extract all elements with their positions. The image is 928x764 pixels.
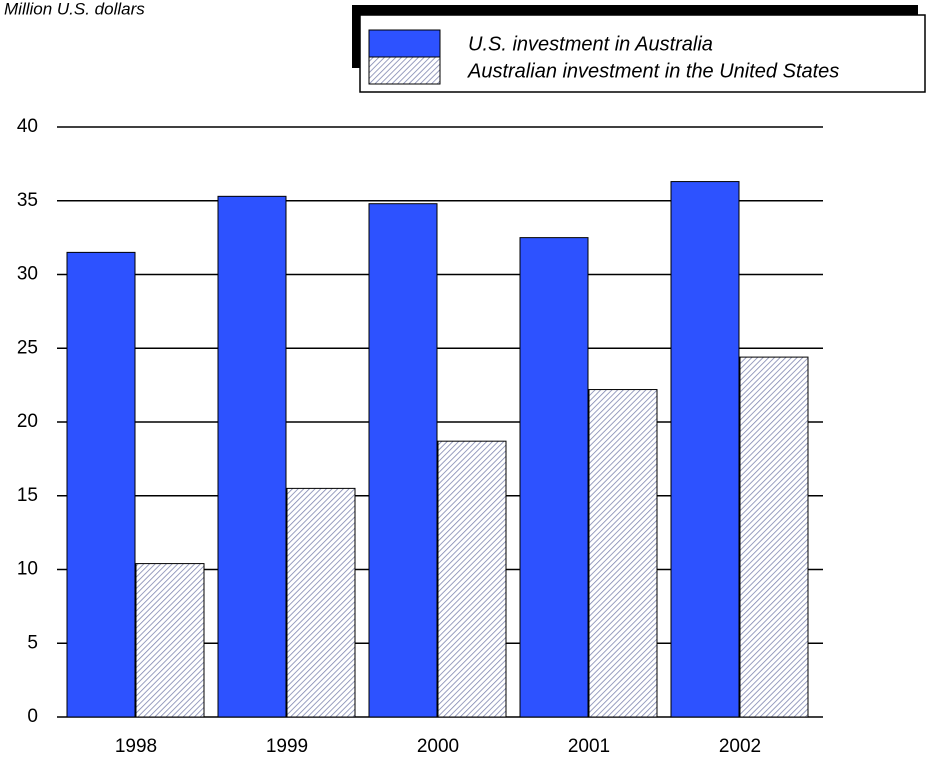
- legend-label: U.S. investment in Australia: [468, 33, 713, 55]
- y-tick-label: 0: [27, 706, 38, 727]
- y-tick-label: 35: [17, 190, 38, 211]
- x-tick-label: 2001: [568, 736, 610, 757]
- bar: [135, 563, 205, 718]
- y-tick-label: 25: [17, 337, 38, 358]
- y-tick-label: 30: [17, 264, 38, 285]
- x-tick-label: 2000: [417, 736, 459, 757]
- bar: [286, 487, 356, 718]
- y-tick-label: 20: [17, 411, 38, 432]
- bar: [368, 203, 438, 718]
- bar: [670, 181, 740, 718]
- y-tick-label: 15: [17, 485, 38, 506]
- bar: [588, 389, 658, 718]
- legend-box: [359, 14, 926, 93]
- chart-subtitle: Million U.S. dollars: [4, 0, 145, 18]
- y-tick-label: 5: [27, 632, 38, 653]
- x-tick-label: 2002: [719, 736, 761, 757]
- bar: [217, 195, 287, 718]
- y-tick-label: 10: [17, 559, 38, 580]
- x-tick-label: 1999: [266, 736, 308, 757]
- bar: [519, 237, 589, 718]
- x-tick-label: 1998: [115, 736, 157, 757]
- bar: [66, 251, 136, 718]
- legend-label: Australian investment in the United Stat…: [467, 60, 839, 82]
- bar: [739, 356, 809, 718]
- bar: [437, 440, 507, 718]
- y-tick-label: 40: [17, 116, 38, 137]
- legend-swatch: [368, 29, 441, 58]
- legend-swatch: [368, 56, 441, 85]
